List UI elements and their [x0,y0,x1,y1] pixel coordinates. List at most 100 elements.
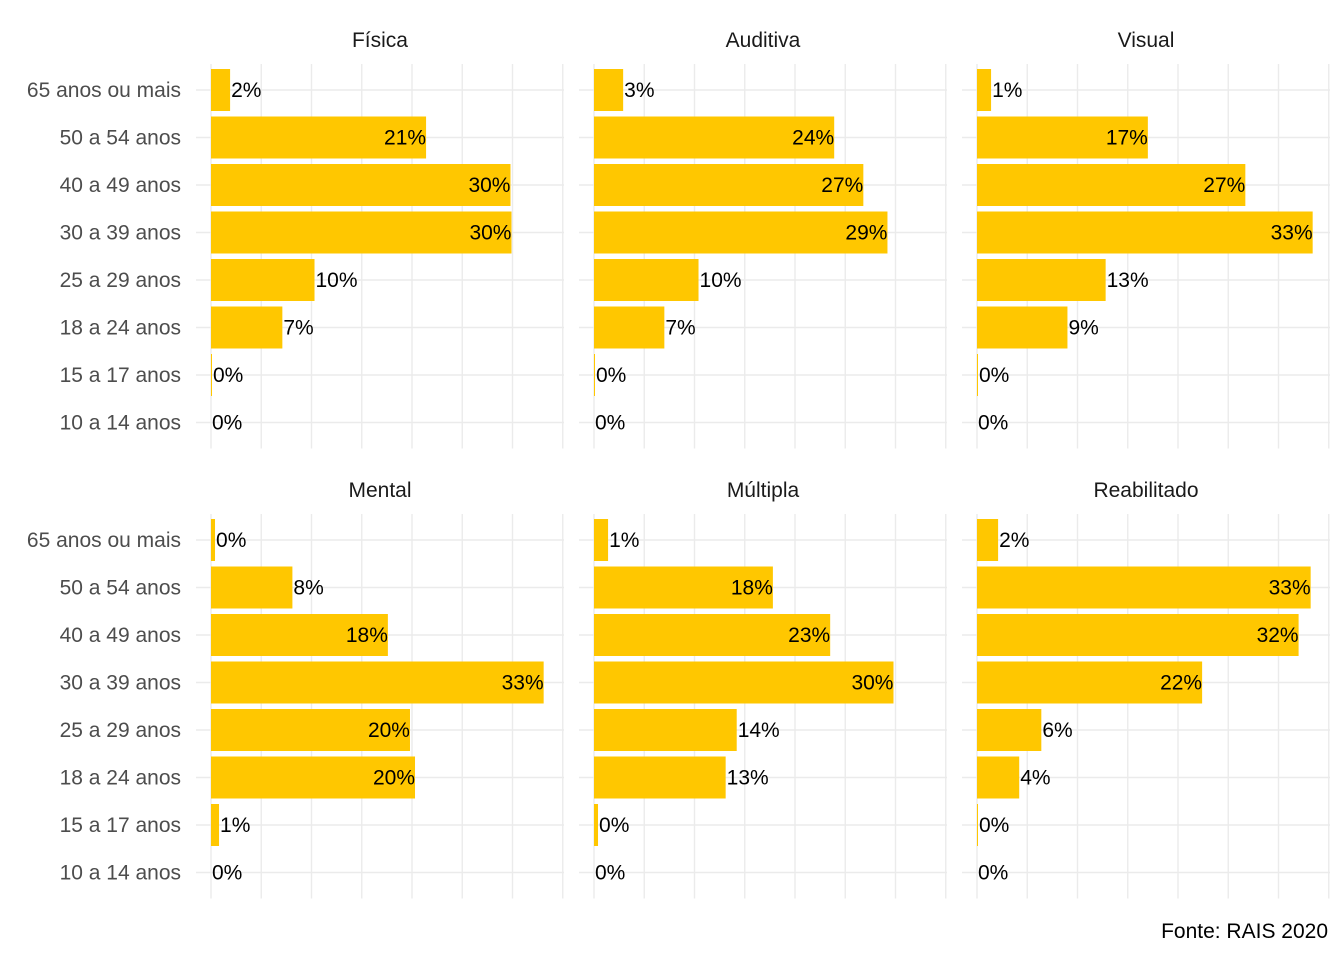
data-label-visual-10-a-14-anos: 0% [978,412,1008,435]
data-label-reabilitado-18-a-24-anos: 4% [1020,767,1050,790]
y-tick-label: 25 a 29 anos [60,719,181,742]
bar-reabilitado-15-a-17-anos [977,804,979,846]
bar-fisica-25-a-29-anos [211,259,315,301]
bar-reabilitado-40-a-49-anos [977,614,1299,656]
data-label-mental-10-a-14-anos: 0% [212,862,242,885]
data-label-auditiva-10-a-14-anos: 0% [595,412,625,435]
bar-visual-30-a-39-anos [977,211,1313,254]
data-label-mental-30-a-39-anos: 33% [502,672,544,695]
data-label-multipla-30-a-39-anos: 30% [851,672,893,695]
bar-mental-50-a-54-anos [211,566,293,609]
data-label-multipla-50-a-54-anos: 18% [731,577,773,600]
y-tick-label: 25 a 29 anos [60,269,181,292]
bar-multipla-65-anos-ou-mais [594,519,609,561]
y-tick-label: 10 a 14 anos [60,412,181,435]
bar-auditiva-65-anos-ou-mais [594,69,624,111]
data-label-fisica-10-a-14-anos: 0% [212,412,242,435]
data-label-mental-25-a-29-anos: 20% [368,719,410,742]
bar-auditiva-18-a-24-anos [594,306,665,349]
bar-visual-15-a-17-anos [977,354,979,396]
bar-multipla-30-a-39-anos [594,661,894,704]
facet-title-reabilitado: Reabilitado [1093,479,1198,502]
data-label-visual-15-a-17-anos: 0% [979,364,1009,387]
bar-auditiva-30-a-39-anos [594,211,888,254]
data-label-mental-15-a-17-anos: 1% [220,814,250,837]
bar-fisica-15-a-17-anos [211,354,213,396]
y-tick-label: 30 a 39 anos [60,222,181,245]
bar-reabilitado-25-a-29-anos [977,709,1042,751]
y-tick-label: 15 a 17 anos [60,814,181,837]
bar-fisica-50-a-54-anos [211,116,427,159]
bar-visual-25-a-29-anos [977,259,1106,301]
data-label-reabilitado-65-anos-ou-mais: 2% [999,529,1029,552]
data-label-fisica-40-a-49-anos: 30% [468,174,510,197]
data-label-auditiva-40-a-49-anos: 27% [821,174,863,197]
bar-reabilitado-65-anos-ou-mais [977,519,999,561]
bar-mental-30-a-39-anos [211,661,544,704]
facet-title-multipla: Múltipla [727,479,800,502]
data-label-fisica-25-a-29-anos: 10% [316,269,358,292]
data-label-visual-40-a-49-anos: 27% [1203,174,1245,197]
data-label-mental-50-a-54-anos: 8% [293,577,323,600]
data-label-multipla-15-a-17-anos: 0% [599,814,629,837]
y-tick-label: 40 a 49 anos [60,174,181,197]
data-label-multipla-10-a-14-anos: 0% [595,862,625,885]
bar-auditiva-40-a-49-anos [594,164,864,206]
source-caption: Fonte: RAIS 2020 [1161,920,1328,943]
data-label-reabilitado-10-a-14-anos: 0% [978,862,1008,885]
y-tick-label: 10 a 14 anos [60,862,181,885]
bar-auditiva-25-a-29-anos [594,259,699,301]
y-tick-label: 50 a 54 anos [60,127,181,150]
data-label-mental-65-anos-ou-mais: 0% [216,529,246,552]
data-label-reabilitado-25-a-29-anos: 6% [1042,719,1072,742]
facet-title-mental: Mental [348,479,411,502]
data-label-fisica-18-a-24-anos: 7% [283,317,313,340]
y-tick-label: 50 a 54 anos [60,577,181,600]
bar-multipla-18-a-24-anos [594,756,726,799]
data-label-auditiva-30-a-39-anos: 29% [845,222,887,245]
data-label-multipla-40-a-49-anos: 23% [788,624,830,647]
bar-reabilitado-30-a-39-anos [977,661,1203,704]
bar-mental-18-a-24-anos [211,756,416,799]
bar-visual-65-anos-ou-mais [977,69,992,111]
data-label-fisica-50-a-54-anos: 21% [384,127,426,150]
bar-fisica-30-a-39-anos [211,211,512,254]
bar-fisica-65-anos-ou-mais [211,69,231,111]
facet-title-visual: Visual [1118,29,1175,52]
bar-auditiva-15-a-17-anos [594,354,596,396]
y-tick-label: 15 a 17 anos [60,364,181,387]
data-label-fisica-30-a-39-anos: 30% [469,222,511,245]
facet-title-auditiva: Auditiva [726,29,801,52]
bar-mental-25-a-29-anos [211,709,410,751]
data-label-auditiva-25-a-29-anos: 10% [700,269,742,292]
bar-auditiva-50-a-54-anos [594,116,835,159]
data-label-fisica-65-anos-ou-mais: 2% [231,79,261,102]
bar-multipla-50-a-54-anos [594,566,773,609]
y-tick-label: 18 a 24 anos [60,767,181,790]
data-label-fisica-15-a-17-anos: 0% [213,364,243,387]
bar-fisica-18-a-24-anos [211,306,283,349]
data-label-visual-30-a-39-anos: 33% [1271,222,1313,245]
bar-mental-40-a-49-anos [211,614,388,656]
bar-multipla-25-a-29-anos [594,709,737,751]
bar-mental-15-a-17-anos [211,804,220,846]
data-label-reabilitado-15-a-17-anos: 0% [979,814,1009,837]
bar-visual-40-a-49-anos [977,164,1246,206]
data-label-reabilitado-30-a-39-anos: 22% [1160,672,1202,695]
data-label-visual-25-a-29-anos: 13% [1107,269,1149,292]
y-tick-label: 18 a 24 anos [60,317,181,340]
data-label-visual-65-anos-ou-mais: 1% [992,79,1022,102]
bar-fisica-40-a-49-anos [211,164,511,206]
data-label-mental-18-a-24-anos: 20% [373,767,415,790]
bar-multipla-15-a-17-anos [594,804,599,846]
bar-multipla-40-a-49-anos [594,614,831,656]
bar-visual-50-a-54-anos [977,116,1148,159]
facet-title-fisica: Física [352,29,408,52]
y-tick-label: 40 a 49 anos [60,624,181,647]
data-label-auditiva-18-a-24-anos: 7% [665,317,695,340]
bar-visual-18-a-24-anos [977,306,1068,349]
y-tick-label: 30 a 39 anos [60,672,181,695]
data-label-multipla-18-a-24-anos: 13% [727,767,769,790]
data-label-mental-40-a-49-anos: 18% [346,624,388,647]
